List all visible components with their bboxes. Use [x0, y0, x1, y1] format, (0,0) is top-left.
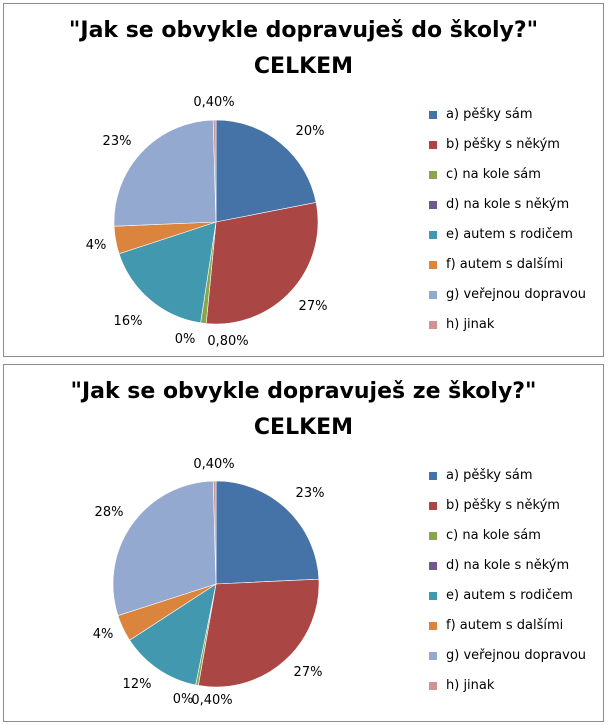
- pie-chart: 20% 27% 0,80% 0% 16% 4% 23% 0,40%: [86, 95, 328, 349]
- data-label: 23%: [103, 134, 132, 149]
- pie-slice: [212, 119, 217, 223]
- legend-swatch: [429, 502, 437, 510]
- legend-swatch: [429, 321, 437, 329]
- pie-slice: [113, 119, 217, 227]
- legend-label: c) na kole sám: [446, 167, 541, 182]
- data-label: 0,40%: [191, 693, 232, 708]
- legend-swatch: [429, 111, 437, 119]
- legend-label: e) autem s rodičem: [446, 588, 573, 603]
- legend-label: e) autem s rodičem: [446, 227, 573, 242]
- legend-label: d) na kole s někým: [446, 558, 570, 573]
- data-label: 28%: [95, 505, 124, 520]
- chart-title: "Jak se obvykle dopravuješ ze školy?": [70, 379, 537, 404]
- pie-slice: [205, 202, 319, 325]
- chart-panel-from-school: "Jak se obvykle dopravuješ ze školy?" CE…: [3, 364, 604, 722]
- chart-panel-to-school: "Jak se obvykle dopravuješ do školy?" CE…: [3, 3, 604, 357]
- data-label: 27%: [294, 665, 323, 680]
- chart-subtitle: CELKEM: [253, 54, 354, 79]
- legend-swatch: [429, 682, 437, 690]
- chart-title: "Jak se obvykle dopravuješ do školy?": [68, 18, 539, 43]
- legend-swatch: [429, 622, 437, 630]
- legend-label: d) na kole s někým: [446, 197, 570, 212]
- legend-swatch: [429, 141, 437, 149]
- data-label: 12%: [123, 677, 152, 692]
- legend-label: b) pěšky s někým: [446, 137, 560, 152]
- data-label: 23%: [296, 486, 325, 501]
- pie-slice: [129, 583, 217, 686]
- data-label: 0%: [175, 332, 196, 347]
- legend-label: f) autem s dalšími: [446, 257, 564, 272]
- legend-label: g) veřejnou dopravou: [446, 287, 587, 302]
- data-label: 4%: [93, 627, 114, 642]
- pie-slice: [215, 119, 317, 223]
- legend-label: a) pěšky sám: [446, 468, 533, 483]
- legend-swatch: [429, 171, 437, 179]
- data-label: 16%: [114, 314, 143, 329]
- legend-swatch: [429, 532, 437, 540]
- data-label: 0,40%: [193, 457, 234, 472]
- pie-slice: [112, 480, 217, 616]
- pie-slice: [197, 578, 320, 688]
- legend-label: f) autem s dalšími: [446, 618, 564, 633]
- chart-subtitle: CELKEM: [253, 415, 354, 440]
- legend-label: c) na kole sám: [446, 528, 541, 543]
- pie-slice: [118, 221, 217, 324]
- legend-label: g) veřejnou dopravou: [446, 648, 587, 663]
- pie-chart: 23%27%0,40%0%12%4%28%0,40%: [93, 457, 325, 708]
- data-label: 27%: [299, 299, 328, 314]
- legend-swatch: [429, 291, 437, 299]
- legend-swatch: [429, 231, 437, 239]
- data-label: 4%: [86, 238, 107, 253]
- legend-swatch: [429, 201, 437, 209]
- data-label: 0,80%: [207, 334, 248, 349]
- legend-swatch: [429, 652, 437, 660]
- data-label: 0%: [173, 692, 194, 707]
- legend-label: h) jinak: [446, 317, 495, 332]
- data-label: 0,40%: [193, 95, 234, 110]
- pie-slice: [212, 480, 217, 585]
- legend-swatch: [429, 592, 437, 600]
- legend-label: b) pěšky s někým: [446, 498, 560, 513]
- legend-swatch: [429, 562, 437, 570]
- legend-swatch: [429, 261, 437, 269]
- legend-label: h) jinak: [446, 678, 495, 693]
- data-label: 20%: [296, 124, 325, 139]
- legend-swatch: [429, 472, 437, 480]
- legend-label: a) pěšky sám: [446, 107, 533, 122]
- pie-slice: [215, 480, 320, 585]
